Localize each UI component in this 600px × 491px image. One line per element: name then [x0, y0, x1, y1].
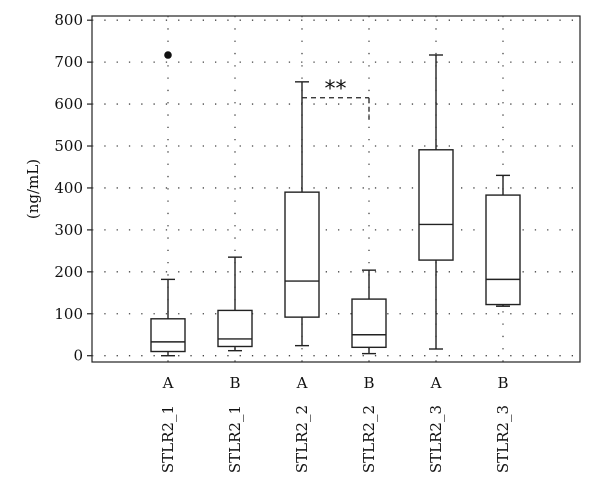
- x-category-label: STLR2_1: [226, 405, 244, 473]
- x-category-label: STLR2_1: [159, 405, 177, 473]
- x-group-label: B: [229, 374, 240, 392]
- significance-label: **: [325, 77, 347, 102]
- y-tick-label: 300: [54, 221, 83, 239]
- y-tick-label: 700: [54, 53, 83, 71]
- y-axis-label: (ng/mL): [24, 159, 42, 219]
- box-iqr: [150, 318, 186, 353]
- y-tick-label: 800: [54, 11, 83, 29]
- y-tick-label: 600: [54, 95, 83, 113]
- x-group-label: B: [363, 374, 374, 392]
- box-iqr: [485, 194, 521, 306]
- y-tick-label: 200: [54, 263, 83, 281]
- y-tick-label: 100: [54, 305, 83, 323]
- x-group-label: B: [497, 374, 508, 392]
- box-iqr: [217, 309, 253, 348]
- x-category-label: STLR2_3: [427, 405, 445, 473]
- y-tick-label: 0: [73, 347, 83, 365]
- box-iqr: [284, 191, 320, 318]
- x-category-label: STLR2_2: [360, 405, 378, 473]
- x-category-label: STLR2_2: [293, 405, 311, 473]
- plot-frame: [91, 15, 581, 363]
- x-group-label: A: [296, 374, 308, 392]
- outlier-point: [164, 51, 172, 59]
- x-group-label: A: [162, 374, 174, 392]
- box-iqr: [351, 298, 387, 349]
- x-category-label: STLR2_3: [494, 405, 512, 473]
- x-group-label: A: [430, 374, 442, 392]
- box-iqr: [418, 149, 454, 261]
- y-tick-label: 500: [54, 137, 83, 155]
- y-tick-label: 400: [54, 179, 83, 197]
